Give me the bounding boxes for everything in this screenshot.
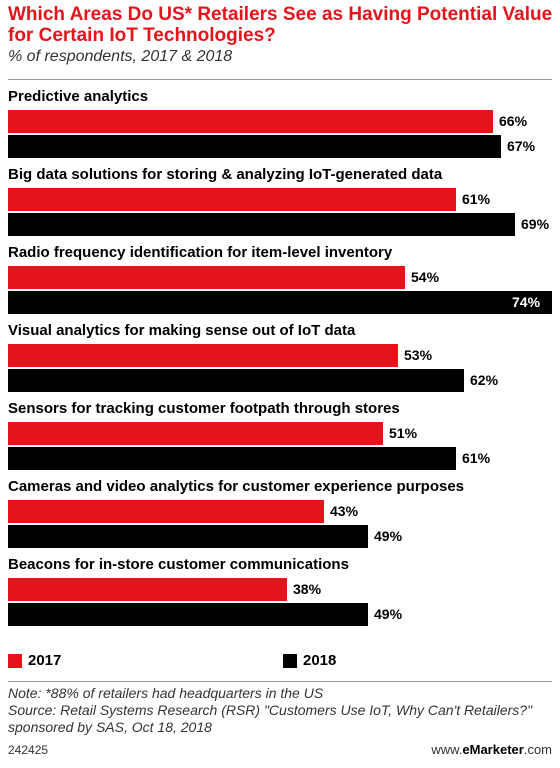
bar-2017 [8,266,405,289]
bar-2018 [8,369,464,392]
bar-2018 [8,213,515,236]
category-label: Big data solutions for storing & analyzi… [8,166,443,183]
bar-2017 [8,422,383,445]
chart-legend: 2017 2018 [0,652,560,670]
legend-label-2018: 2018 [303,652,337,669]
brand-prefix: www. [431,742,463,757]
bar-2017 [8,188,456,211]
value-label-2018: 67% [507,138,536,154]
value-label-2018: 49% [374,606,403,622]
bar-2018 [8,135,501,158]
legend-label-2017: 2017 [28,652,62,669]
legend-item-2018: 2018 [283,652,336,669]
chart-subtitle: % of respondents, 2017 & 2018 [8,48,233,65]
value-label-2017: 61% [462,191,491,207]
chart-id-code: 242425 [8,743,49,757]
brand-suffix: .com [523,742,552,757]
category-label: Cameras and video analytics for customer… [8,478,465,495]
value-label-2017: 43% [330,503,359,519]
value-label-2017: 38% [293,581,322,597]
value-label-2018: 49% [374,528,403,544]
category-label: Sensors for tracking customer footpath t… [8,400,400,417]
legend-swatch-2018 [283,653,297,668]
value-label-2017: 53% [404,347,433,363]
value-label-2018: 69% [521,216,550,232]
category-label: Radio frequency identification for item-… [8,244,393,261]
category-label: Visual analytics for making sense out of… [8,322,356,339]
value-label-2017: 66% [499,113,528,129]
value-label-2017: 54% [411,269,440,285]
legend-item-2017: 2017 [8,652,61,669]
bar-2018 [8,525,368,548]
footer-notes: Note: *88% of retailers had headquarters… [8,685,548,736]
legend-swatch-2017 [8,653,22,668]
bar-2018 [8,603,368,626]
source-text: Source: Retail Systems Research (RSR) "C… [8,702,533,735]
footer-divider [8,681,552,682]
bar-2017 [8,500,324,523]
value-label-2018: 74% [512,294,541,310]
bar-2017 [8,344,398,367]
chart-title: Which Areas Do US* Retailers See as Havi… [8,4,553,46]
value-label-2018: 61% [462,450,491,466]
bar-2017 [8,110,493,133]
value-label-2018: 62% [470,372,499,388]
category-label: Beacons for in-store customer communicat… [8,556,349,573]
header-divider [8,79,552,80]
category-label: Predictive analytics [8,88,149,105]
value-label-2017: 51% [389,425,418,441]
brand-name: eMarketer [462,742,524,757]
note-text: Note: *88% of retailers had headquarters… [8,685,324,701]
brand-url[interactable]: www.eMarketer.com [431,742,552,757]
bar-2018 [8,447,456,470]
bar-2018 [8,291,552,314]
bar-chart: Predictive analytics 66% 67% Big data solut… [0,88,560,648]
bar-2017 [8,578,287,601]
